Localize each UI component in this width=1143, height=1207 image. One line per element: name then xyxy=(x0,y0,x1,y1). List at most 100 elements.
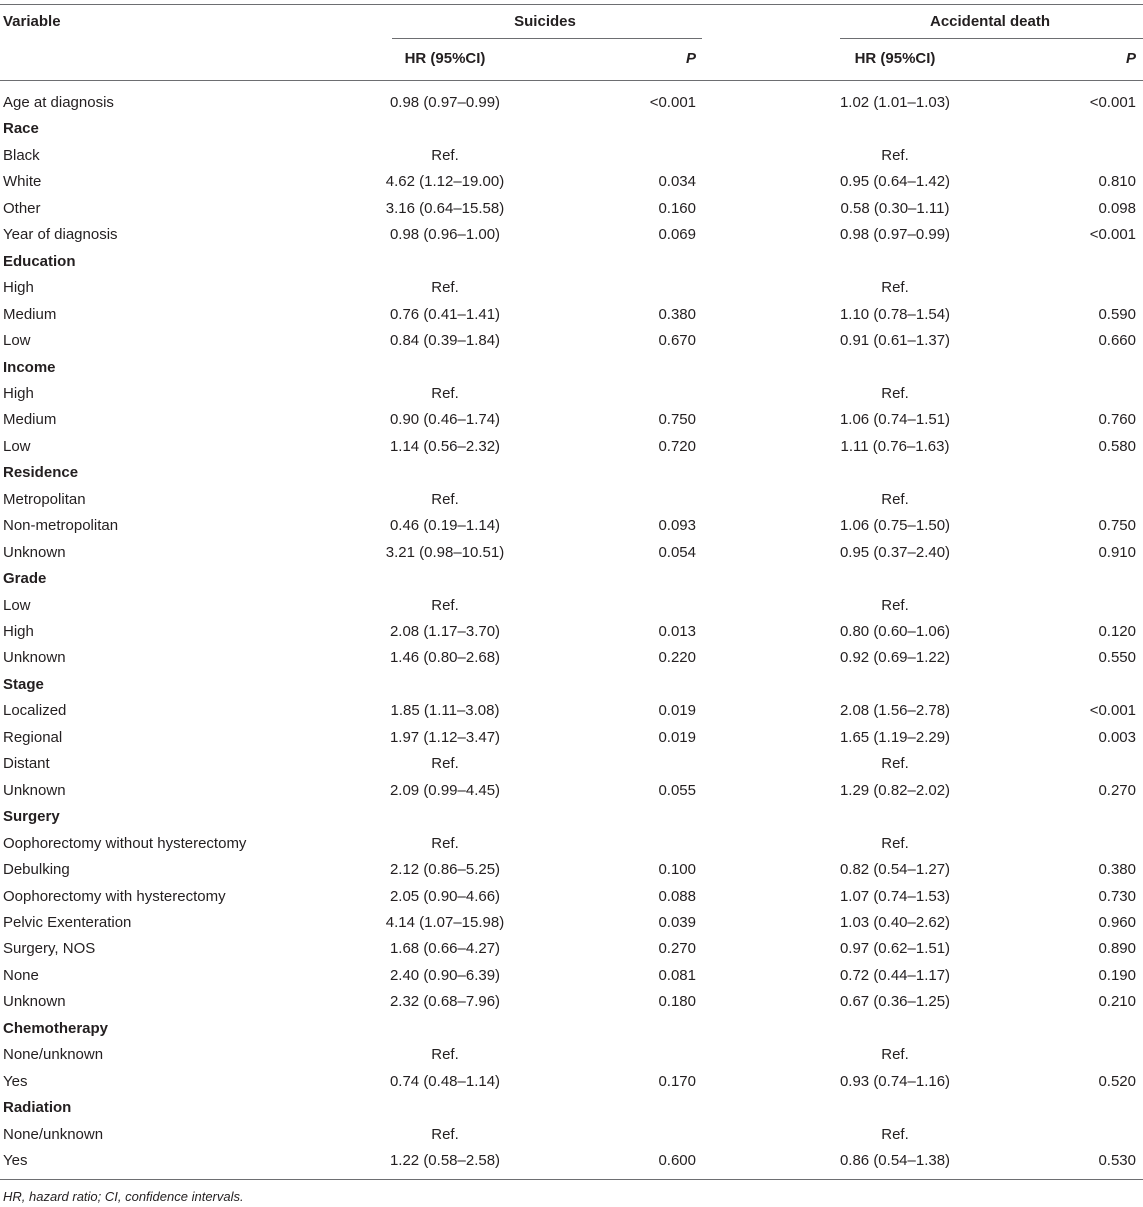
row-label: None/unknown xyxy=(3,1126,104,1143)
header-hr-accidental: HR (95%CI) xyxy=(854,50,936,67)
accidental-hr-cell: Ref. xyxy=(881,755,909,772)
row-label: Stage xyxy=(3,676,44,693)
accidental-p-cell: 0.960 xyxy=(1098,914,1136,931)
row-label: Surgery xyxy=(3,808,60,825)
row-label: Income xyxy=(3,359,56,376)
accidental-p-cell: 0.660 xyxy=(1098,332,1136,349)
row-label: Pelvic Exenteration xyxy=(3,914,132,931)
suicides-hr-cell: 2.05 (0.90–4.66) xyxy=(389,888,501,905)
row-label: None/unknown xyxy=(3,1046,104,1063)
row-label: Yes xyxy=(3,1073,28,1090)
accidental-p-cell: 0.750 xyxy=(1098,517,1136,534)
row-label: Unknown xyxy=(3,993,66,1010)
row-label: Metropolitan xyxy=(3,491,86,508)
accidental-p-cell: 0.760 xyxy=(1098,411,1136,428)
accidental-p-cell: 0.003 xyxy=(1098,729,1136,746)
accidental-p-cell: 0.910 xyxy=(1098,544,1136,561)
accidental-hr-cell: 0.91 (0.61–1.37) xyxy=(839,332,951,349)
row-label: Medium xyxy=(3,306,57,323)
accidental-hr-cell: 0.80 (0.60–1.06) xyxy=(839,623,951,640)
row-label: Low xyxy=(3,332,31,349)
row-label: Age at diagnosis xyxy=(3,94,114,111)
suicides-hr-cell: 1.68 (0.66–4.27) xyxy=(389,940,501,957)
suicides-p-cell: 0.013 xyxy=(658,623,696,640)
accidental-p-cell: 0.890 xyxy=(1098,940,1136,957)
accidental-hr-cell: 2.08 (1.56–2.78) xyxy=(839,702,951,719)
accidental-hr-cell: Ref. xyxy=(881,1126,909,1143)
suicides-hr-cell: Ref. xyxy=(431,755,459,772)
suicides-hr-cell: 2.12 (0.86–5.25) xyxy=(389,861,501,878)
suicides-p-cell: 0.380 xyxy=(658,306,696,323)
suicides-hr-cell: 0.84 (0.39–1.84) xyxy=(389,332,501,349)
accidental-hr-cell: 0.95 (0.64–1.42) xyxy=(839,173,951,190)
row-label: Low xyxy=(3,438,31,455)
accidental-hr-cell: 1.07 (0.74–1.53) xyxy=(839,888,951,905)
accidental-hr-cell: 0.92 (0.69–1.22) xyxy=(839,649,951,666)
row-label: Debulking xyxy=(3,861,70,878)
header-p-suicides: P xyxy=(685,50,696,67)
suicides-p-cell: 0.750 xyxy=(658,411,696,428)
accidental-p-cell: 0.530 xyxy=(1098,1152,1136,1169)
accidental-hr-cell: Ref. xyxy=(881,835,909,852)
suicides-p-cell: 0.019 xyxy=(658,702,696,719)
accidental-p-cell: 0.380 xyxy=(1098,861,1136,878)
suicides-p-cell: 0.054 xyxy=(658,544,696,561)
row-label: Non-metropolitan xyxy=(3,517,119,534)
accidental-subrule xyxy=(840,38,1143,39)
row-label: Oophorectomy without hysterectomy xyxy=(3,835,247,852)
row-label: Low xyxy=(3,597,31,614)
accidental-hr-cell: 0.67 (0.36–1.25) xyxy=(839,993,951,1010)
suicides-p-cell: 0.270 xyxy=(658,940,696,957)
accidental-hr-cell: 0.58 (0.30–1.11) xyxy=(840,200,950,217)
suicides-hr-cell: 1.85 (1.11–3.08) xyxy=(390,702,500,719)
suicides-hr-cell: 4.14 (1.07–15.98) xyxy=(385,914,505,931)
suicides-hr-cell: 1.46 (0.80–2.68) xyxy=(389,649,501,666)
suicides-p-cell: 0.093 xyxy=(658,517,696,534)
accidental-hr-cell: 1.11 (0.76–1.63) xyxy=(840,438,950,455)
suicides-p-cell: 0.034 xyxy=(658,173,696,190)
row-label: Unknown xyxy=(3,649,66,666)
accidental-hr-cell: 0.82 (0.54–1.27) xyxy=(839,861,951,878)
suicides-p-cell: 0.019 xyxy=(658,729,696,746)
suicides-p-cell: 0.100 xyxy=(658,861,696,878)
suicides-p-cell: 0.180 xyxy=(658,993,696,1010)
row-label: Race xyxy=(3,120,39,137)
accidental-p-cell: 0.730 xyxy=(1098,888,1136,905)
suicides-p-cell: 0.039 xyxy=(658,914,696,931)
suicides-hr-cell: 3.16 (0.64–15.58) xyxy=(385,200,505,217)
accidental-p-cell: 0.590 xyxy=(1098,306,1136,323)
row-label: None xyxy=(3,967,39,984)
accidental-hr-cell: 0.72 (0.44–1.17) xyxy=(839,967,951,984)
accidental-hr-cell: 1.65 (1.19–2.29) xyxy=(839,729,951,746)
accidental-hr-cell: 1.10 (0.78–1.54) xyxy=(839,306,951,323)
bottom-rule xyxy=(0,1179,1143,1180)
table-footnote: HR, hazard ratio; CI, confidence interva… xyxy=(3,1189,244,1204)
suicides-subrule xyxy=(392,38,702,39)
row-label: Grade xyxy=(3,570,47,587)
row-label: Radiation xyxy=(3,1099,72,1116)
row-label: High xyxy=(3,623,34,640)
accidental-hr-cell: 1.03 (0.40–2.62) xyxy=(839,914,951,931)
accidental-p-cell: 0.520 xyxy=(1098,1073,1136,1090)
accidental-hr-cell: Ref. xyxy=(881,1046,909,1063)
row-label: Oophorectomy with hysterectomy xyxy=(3,888,226,905)
accidental-hr-cell: Ref. xyxy=(881,385,909,402)
suicides-hr-cell: 0.76 (0.41–1.41) xyxy=(389,306,501,323)
suicides-hr-cell: 0.74 (0.48–1.14) xyxy=(389,1073,501,1090)
accidental-p-cell: 0.270 xyxy=(1098,782,1136,799)
suicides-p-cell: 0.670 xyxy=(658,332,696,349)
header-accidental-death: Accidental death xyxy=(929,13,1051,30)
suicides-p-cell: 0.220 xyxy=(658,649,696,666)
row-label: Distant xyxy=(3,755,50,772)
suicides-hr-cell: Ref. xyxy=(431,385,459,402)
accidental-p-cell: 0.098 xyxy=(1098,200,1136,217)
accidental-hr-cell: 0.98 (0.97–0.99) xyxy=(839,226,951,243)
row-label: Education xyxy=(3,253,76,270)
row-label: Yes xyxy=(3,1152,28,1169)
suicides-hr-cell: Ref. xyxy=(431,1126,459,1143)
accidental-p-cell: 0.190 xyxy=(1098,967,1136,984)
accidental-p-cell: <0.001 xyxy=(1089,94,1136,111)
suicides-hr-cell: 3.21 (0.98–10.51) xyxy=(385,544,505,561)
suicides-hr-cell: 1.14 (0.56–2.32) xyxy=(389,438,501,455)
suicides-p-cell: 0.088 xyxy=(658,888,696,905)
